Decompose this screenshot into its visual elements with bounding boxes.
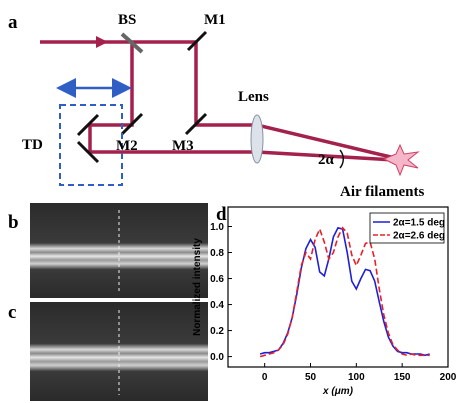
beam-splitter <box>120 32 144 54</box>
camera-images: b c <box>8 203 208 401</box>
y-tick-label: 0.8 <box>210 248 224 259</box>
y-tick-label: 0.0 <box>210 352 224 363</box>
profile-chart: 0 50 100 150 200 0.0 0.2 0.4 0.6 0.8 1.0 x (μm) Norm… <box>192 206 457 397</box>
component-label: Air filaments <box>340 184 424 200</box>
mirror <box>184 112 208 136</box>
x-tick-label: 200 <box>440 372 457 383</box>
filament-star <box>382 143 420 177</box>
lens <box>250 114 264 164</box>
mirror <box>186 30 208 52</box>
mirror <box>76 140 100 164</box>
beam-arrow <box>96 36 108 48</box>
legend-entry: 2α=1.5 deg <box>393 218 445 229</box>
angle-arc <box>339 149 344 169</box>
component-label: M3 <box>172 138 194 154</box>
y-tick-label: 0.6 <box>210 274 224 285</box>
panel-label: a <box>8 12 18 33</box>
y-axis-label: Normalized intensity <box>192 238 203 336</box>
panel-label: d <box>216 204 227 225</box>
series-line <box>259 226 430 357</box>
component-label: Lens <box>238 89 269 105</box>
y-tick-label: 0.4 <box>210 300 224 311</box>
x-tick-label: 0 <box>262 372 268 383</box>
y-tick-label: 0.2 <box>210 326 224 337</box>
angle-label: 2α <box>318 152 335 168</box>
setup-diagram: a BS M1 Lens TD M2 M3 2α Air filaments <box>8 12 424 200</box>
x-tick-label: 150 <box>394 372 411 383</box>
series-line <box>259 226 430 358</box>
beam <box>40 40 396 160</box>
component-label: M1 <box>204 12 226 28</box>
x-tick-label: 100 <box>348 372 365 383</box>
delay-box <box>59 104 123 186</box>
component-label: TD <box>22 137 43 153</box>
panel-label: c <box>8 302 16 323</box>
y-tick-label: 1.0 <box>210 222 224 233</box>
mirror <box>76 113 100 137</box>
mirror <box>120 112 144 136</box>
component-label: M2 <box>116 138 138 154</box>
legend-box <box>369 212 445 244</box>
x-tick-label: 50 <box>305 372 317 383</box>
component-label: BS <box>118 12 136 28</box>
beam <box>88 42 396 162</box>
legend-entry: 2α=2.6 deg <box>393 231 445 242</box>
x-axis-label: x (μm) <box>322 386 354 397</box>
plot-frame <box>227 206 449 368</box>
panel-label: b <box>8 212 19 233</box>
